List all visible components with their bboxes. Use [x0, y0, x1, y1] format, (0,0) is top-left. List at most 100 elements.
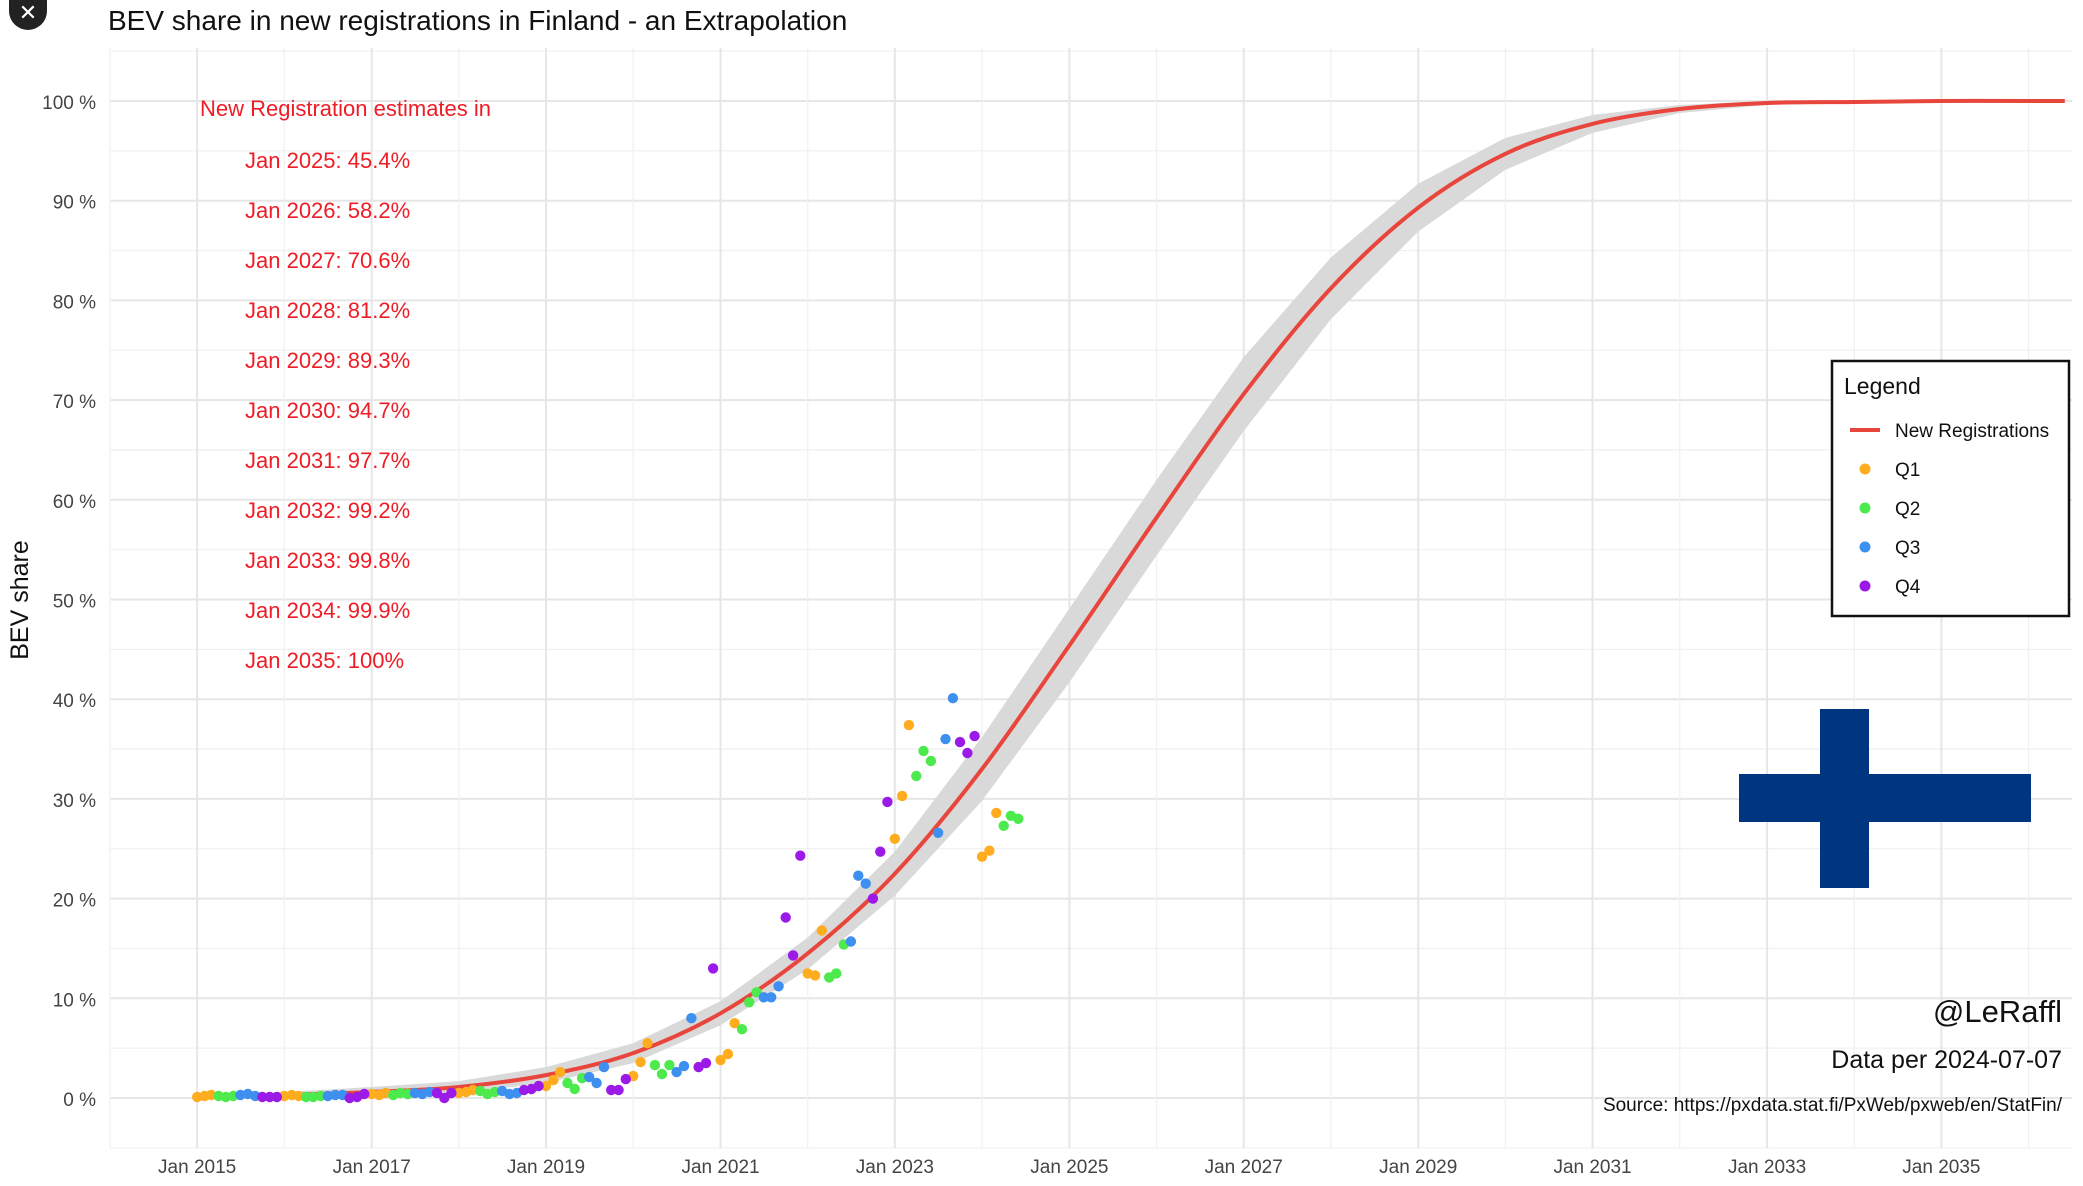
source-note: Source: https://pxdata.stat.fi/PxWeb/pxw…	[1603, 1095, 2063, 1116]
data-point-q3	[947, 693, 959, 704]
legend-point-key	[1859, 463, 1871, 475]
data-point-q3	[671, 1066, 682, 1078]
data-point-q3	[845, 936, 857, 947]
data-date: Data per 2024-07-07	[1831, 1046, 2062, 1074]
data-point-q1	[903, 719, 915, 731]
data-point-q4	[707, 963, 719, 974]
x-tick-label: Jan 2019	[507, 1157, 585, 1178]
x-tick-label: Jan 2035	[1902, 1157, 1980, 1178]
data-point-q4	[533, 1080, 544, 1092]
x-tick-label: Jan 2015	[158, 1157, 236, 1178]
estimate-label: Jan 2028: 81.2%	[245, 298, 410, 323]
legend-point-key	[1859, 502, 1871, 514]
data-point-q4	[446, 1087, 457, 1099]
data-point-q2	[918, 745, 929, 757]
data-point-q4	[787, 950, 799, 961]
estimate-label: Jan 2029: 89.3%	[245, 348, 410, 373]
data-point-q4	[359, 1088, 370, 1100]
data-point-q2	[300, 1091, 312, 1103]
data-points	[192, 693, 1024, 1104]
data-point-q1	[635, 1056, 646, 1068]
estimate-label: Jan 2030: 94.7%	[245, 398, 410, 423]
data-point-q4	[620, 1073, 631, 1085]
y-tick-label: 80 %	[53, 292, 96, 313]
legend: Legend New Registrations Q1 Q2 Q3 Q4	[1830, 359, 2071, 618]
data-point-q2	[925, 755, 937, 767]
legend-point-key	[1859, 580, 1871, 592]
data-point-q4	[700, 1057, 712, 1069]
legend-point-key	[1859, 541, 1871, 553]
data-point-q4	[875, 846, 886, 857]
data-point-q4	[264, 1091, 275, 1103]
legend-title: Legend	[1844, 373, 1921, 399]
data-point-q2	[744, 997, 755, 1008]
grid	[109, 48, 2072, 1149]
data-point-q4	[271, 1091, 283, 1103]
estimate-label: Jan 2025: 45.4%	[245, 148, 410, 173]
data-point-q3	[853, 870, 864, 881]
data-point-q1	[642, 1038, 653, 1049]
x-tick-label: Jan 2029	[1379, 1157, 1457, 1178]
data-point-q4	[962, 747, 973, 759]
data-point-q2	[315, 1090, 326, 1102]
x-tick-label: Jan 2031	[1553, 1157, 1631, 1178]
close-button[interactable]: ✕	[9, 0, 47, 30]
estimate-label: Jan 2034: 99.9%	[245, 598, 410, 623]
fit-curve	[197, 98, 2065, 1099]
data-point-q3	[766, 992, 777, 1003]
data-point-q2	[736, 1023, 748, 1035]
y-axis-label: BEV share	[6, 540, 34, 660]
y-tick-label: 90 %	[53, 193, 96, 214]
data-point-q4	[954, 736, 966, 748]
data-point-q2	[569, 1083, 580, 1095]
data-point-q1	[715, 1054, 726, 1066]
data-point-q1	[809, 970, 821, 981]
data-point-q2	[562, 1077, 573, 1089]
data-point-q4	[969, 730, 980, 742]
data-point-q1	[548, 1074, 559, 1086]
data-point-q1	[540, 1080, 552, 1092]
estimates-annotation: New Registration estimates in Jan 2025: …	[200, 96, 491, 673]
x-tick-label: Jan 2033	[1728, 1157, 1806, 1178]
estimate-label: Jan 2026: 58.2%	[245, 198, 410, 223]
legend-label: New Registrations	[1895, 421, 2049, 442]
new-registrations-line	[197, 98, 2065, 1099]
legend-label: Q4	[1895, 577, 1921, 598]
data-point-q4	[882, 796, 893, 808]
data-point-q3	[584, 1071, 595, 1083]
x-tick-label: Jan 2023	[856, 1157, 934, 1178]
data-point-q1	[729, 1018, 740, 1029]
y-tick-label: 100 %	[42, 93, 96, 114]
axes: 0 % 10 % 20 % 30 % 40 % 50 % 60 % 70 % 80 % 90 % 1…	[42, 93, 1980, 1178]
data-point-q1	[991, 807, 1002, 819]
data-point-q1	[722, 1048, 734, 1060]
data-point-q3	[758, 992, 769, 1003]
estimate-label: Jan 2033: 99.8%	[245, 548, 410, 573]
data-point-q2	[656, 1068, 668, 1080]
estimates-heading: New Registration estimates in	[200, 96, 491, 121]
estimate-label: Jan 2027: 70.6%	[245, 248, 410, 273]
data-point-q3	[591, 1077, 602, 1089]
data-point-q3	[686, 1013, 697, 1024]
data-point-q3	[773, 981, 784, 992]
legend-label: Q1	[1895, 460, 1920, 481]
y-tick-label: 30 %	[53, 791, 96, 812]
legend-entries: New Registrations Q1 Q2 Q3 Q4	[1850, 421, 2049, 598]
data-point-q1	[897, 790, 908, 802]
data-point-q4	[257, 1091, 268, 1103]
finland-flag	[1739, 709, 2031, 888]
y-tick-label: 0 %	[63, 1090, 96, 1111]
x-tick-label: Jan 2017	[333, 1157, 411, 1178]
data-point-q4	[795, 850, 806, 861]
data-point-q1	[889, 833, 900, 844]
x-tick-label: Jan 2021	[681, 1157, 759, 1178]
data-point-q3	[678, 1060, 690, 1072]
estimate-label: Jan 2031: 97.7%	[245, 448, 410, 473]
legend-label: Q3	[1895, 538, 1920, 559]
data-point-q3	[932, 827, 944, 838]
data-point-q4	[613, 1084, 624, 1096]
data-point-q1	[976, 851, 988, 862]
data-point-q4	[431, 1087, 443, 1099]
data-point-q3	[330, 1089, 341, 1101]
